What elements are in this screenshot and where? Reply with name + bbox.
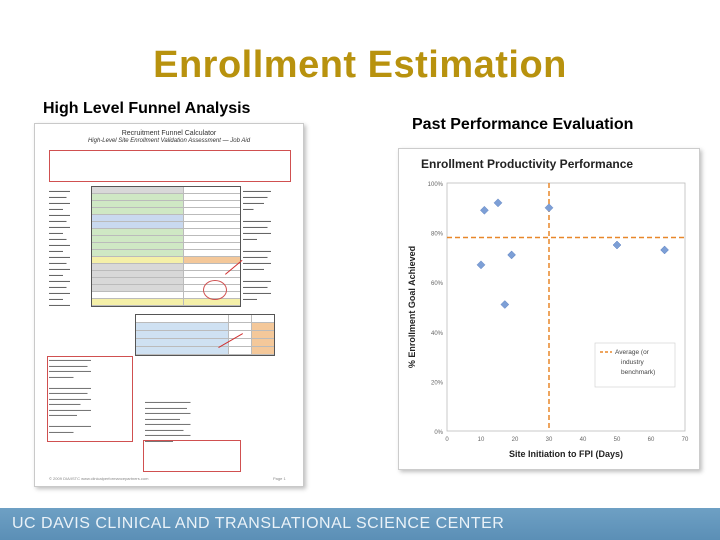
y-tick-label: 20% [431, 380, 444, 386]
y-tick-label: 80% [431, 232, 444, 238]
y-tick-label: 60% [431, 281, 444, 287]
data-point [480, 205, 489, 215]
document-left-notes: ▬▬▬▬▬▬ ▬▬▬▬▬ ▬▬▬▬▬▬ ▬▬▬▬ ▬▬▬▬▬▬ ▬▬▬▬▬ ▬▬▬▬▬▬ ▬▬… [49, 189, 70, 307]
enrollment-metrics-table [135, 314, 275, 356]
left-heading: High Level Funnel Analysis [43, 100, 251, 117]
footer-text: UC DAVIS CLINICAL AND TRANSLATIONAL SCIE… [12, 515, 505, 532]
data-point [660, 245, 669, 255]
document-right-notes: ▬▬▬▬▬▬▬▬ ▬▬▬▬▬▬▬ ▬▬▬▬▬▬ ▬▬▬ ▬▬▬▬▬▬▬▬ ▬▬▬▬▬▬▬ ▬… [243, 189, 271, 301]
plot-area [446, 182, 686, 432]
document-footer: © 2009 DIA/ISTC www.clinicalperformancep… [49, 476, 149, 481]
x-tick-label: 40 [580, 437, 587, 443]
x-tick-label: 10 [478, 437, 485, 443]
document-page-number: Page 1 [273, 476, 286, 481]
data-point [500, 300, 510, 309]
x-tick-label: 50 [614, 437, 621, 443]
document-highlight-box [47, 356, 133, 442]
data-point [507, 250, 516, 260]
data-point [544, 203, 554, 213]
chart-plot: 0% 20% 40% 60% 80% 100% 0 10 20 30 40 50 60 70 Site In… [407, 182, 689, 459]
legend-label: industry [621, 359, 645, 366]
document-subtitle: High-Level Site Enrollment Validation As… [87, 138, 251, 144]
document-circle-highlight [203, 280, 227, 300]
funnel-calculator-document: Recruitment Funnel Calculator High-Level… [34, 123, 304, 487]
y-tick-label: 40% [431, 331, 444, 337]
y-tick-label: 0% [434, 430, 443, 436]
funnel-calculation-table [91, 186, 241, 307]
y-tick-label: 100% [428, 182, 444, 188]
x-tick-label: 0 [445, 437, 449, 443]
chart-title: Enrollment Productivity Performance [421, 157, 634, 171]
x-tick-label: 20 [512, 437, 519, 443]
x-tick-label: 70 [682, 437, 689, 443]
right-heading: Past Performance Evaluation [412, 116, 634, 133]
data-point [476, 260, 486, 270]
document-summary-text: ▬▬▬▬▬▬▬▬▬▬▬▬▬ ▬▬▬▬▬▬▬▬▬▬▬▬ ▬▬▬▬▬▬▬▬▬▬▬▬▬ ▬▬… [145, 400, 191, 443]
legend-box [594, 342, 676, 388]
document-body-text: ▬▬▬▬▬▬▬▬▬▬▬▬ ▬▬▬▬▬▬▬▬▬▬▬ ▬▬▬▬▬▬▬▬▬▬▬▬ ▬▬▬▬▬… [49, 358, 91, 434]
data-point [612, 240, 622, 250]
document-summary-box [143, 440, 241, 472]
x-tick-label: 60 [648, 437, 655, 443]
legend-label: benchmark) [621, 369, 655, 376]
footer-banner: UC DAVIS CLINICAL AND TRANSLATIONAL SCIE… [0, 508, 720, 540]
x-tick-label: 30 [546, 437, 553, 443]
data-point [493, 198, 503, 208]
document-intro-box [49, 150, 291, 182]
slide-title: Enrollment Estimation [153, 44, 567, 86]
document-title: Recruitment Funnel Calculator [121, 130, 217, 137]
enrollment-productivity-chart: Enrollment Productivity Performance 0% 20… [398, 148, 700, 470]
x-axis-label: Site Initiation to FPI (Days) [509, 449, 623, 459]
y-axis-label: % Enrollment Goal Achieved [407, 246, 417, 368]
legend-label: Average (or [615, 349, 650, 356]
